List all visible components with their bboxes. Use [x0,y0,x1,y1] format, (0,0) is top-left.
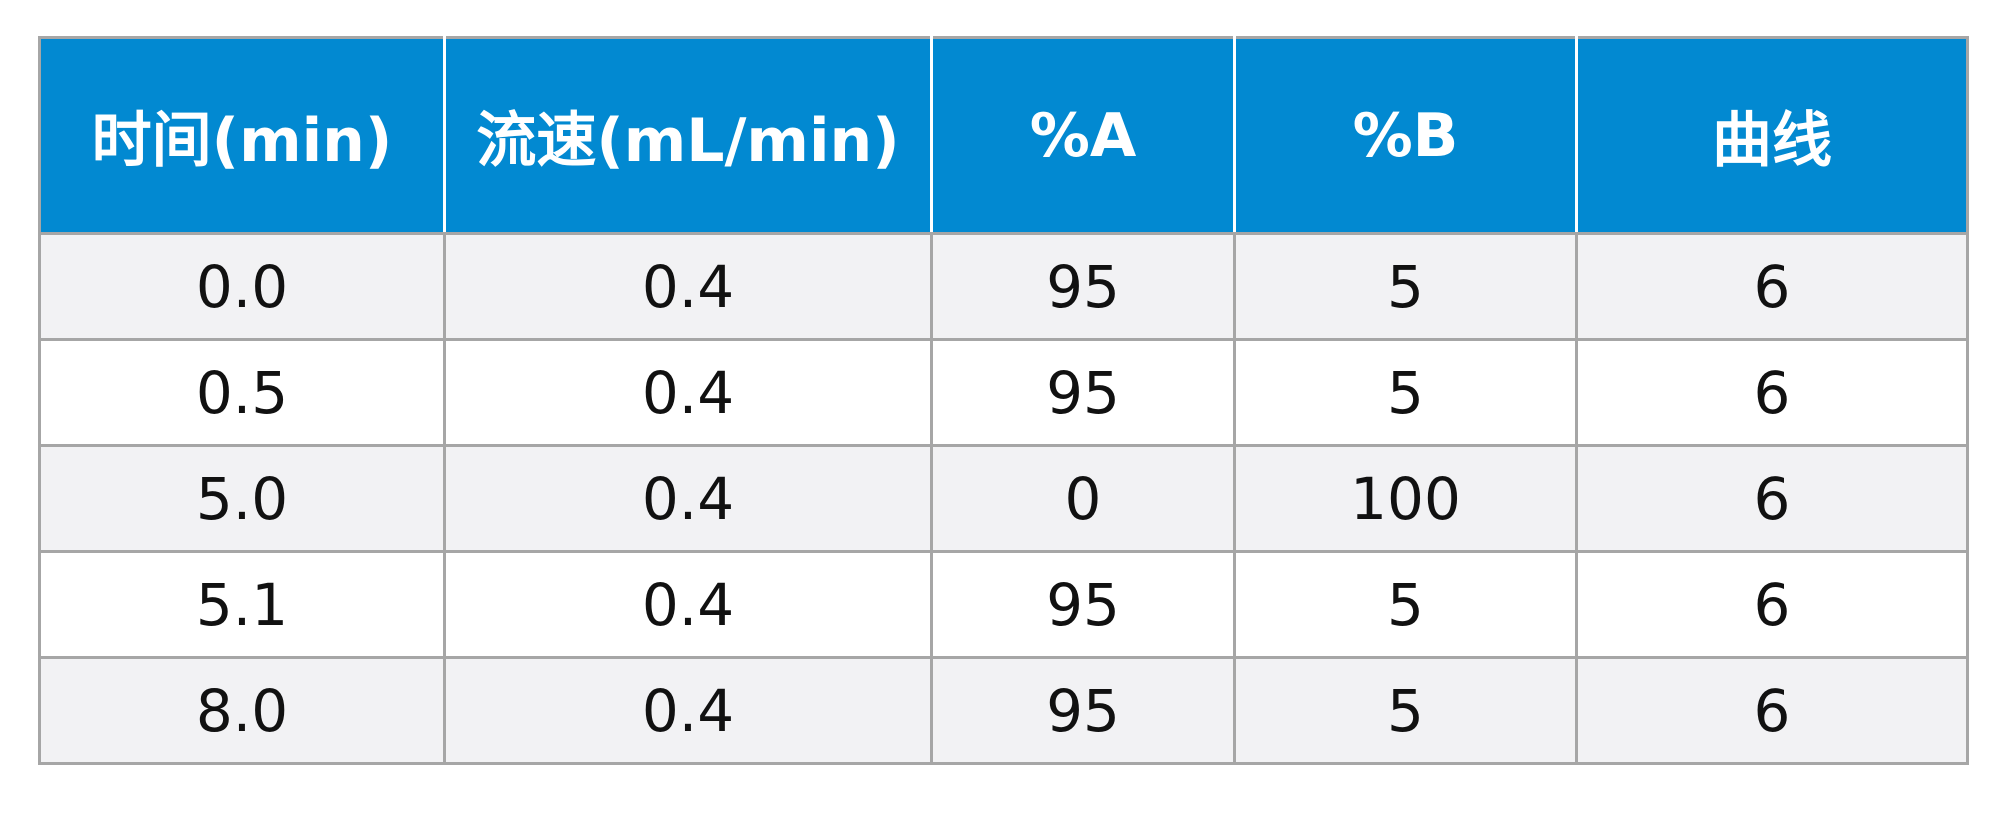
cell-flow-rate: 0.4 [443,550,933,659]
cell-percent-b: 5 [1233,232,1578,341]
cell-percent-b: 5 [1233,550,1578,659]
table-header: 时间(min) 流速(mL/min) %A %B 曲线 [38,36,1969,235]
cell-time: 5.1 [38,550,446,659]
cell-flow-rate: 0.4 [443,338,933,447]
table-body: 0.0 0.4 95 5 6 0.5 0.4 95 5 6 5.0 0.4 0 … [38,232,1969,765]
cell-curve: 6 [1575,232,1969,341]
cell-curve: 6 [1575,656,1969,765]
cell-time: 0.5 [38,338,446,447]
cell-curve: 6 [1575,444,1969,553]
cell-percent-b: 100 [1233,444,1578,553]
cell-percent-b: 5 [1233,656,1578,765]
gradient-table: 时间(min) 流速(mL/min) %A %B 曲线 0.0 0.4 95 5… [38,36,1969,765]
cell-flow-rate: 0.4 [443,444,933,553]
cell-percent-a: 95 [930,338,1236,447]
gradient-table-container: 时间(min) 流速(mL/min) %A %B 曲线 0.0 0.4 95 5… [38,36,1969,765]
header-time: 时间(min) [38,36,446,235]
cell-percent-a: 95 [930,232,1236,341]
cell-time: 8.0 [38,656,446,765]
header-percent-b: %B [1233,36,1578,235]
cell-percent-a: 0 [930,444,1236,553]
cell-percent-b: 5 [1233,338,1578,447]
cell-curve: 6 [1575,550,1969,659]
cell-flow-rate: 0.4 [443,656,933,765]
header-flow-rate: 流速(mL/min) [443,36,933,235]
cell-percent-a: 95 [930,550,1236,659]
cell-time: 5.0 [38,444,446,553]
cell-time: 0.0 [38,232,446,341]
table-row: 8.0 0.4 95 5 6 [38,656,1969,765]
table-row: 5.0 0.4 0 100 6 [38,444,1969,553]
cell-percent-a: 95 [930,656,1236,765]
header-percent-a: %A [930,36,1236,235]
table-row: 0.0 0.4 95 5 6 [38,232,1969,341]
table-row: 0.5 0.4 95 5 6 [38,338,1969,447]
header-row: 时间(min) 流速(mL/min) %A %B 曲线 [38,36,1969,235]
cell-curve: 6 [1575,338,1969,447]
cell-flow-rate: 0.4 [443,232,933,341]
header-curve: 曲线 [1575,36,1969,235]
table-row: 5.1 0.4 95 5 6 [38,550,1969,659]
